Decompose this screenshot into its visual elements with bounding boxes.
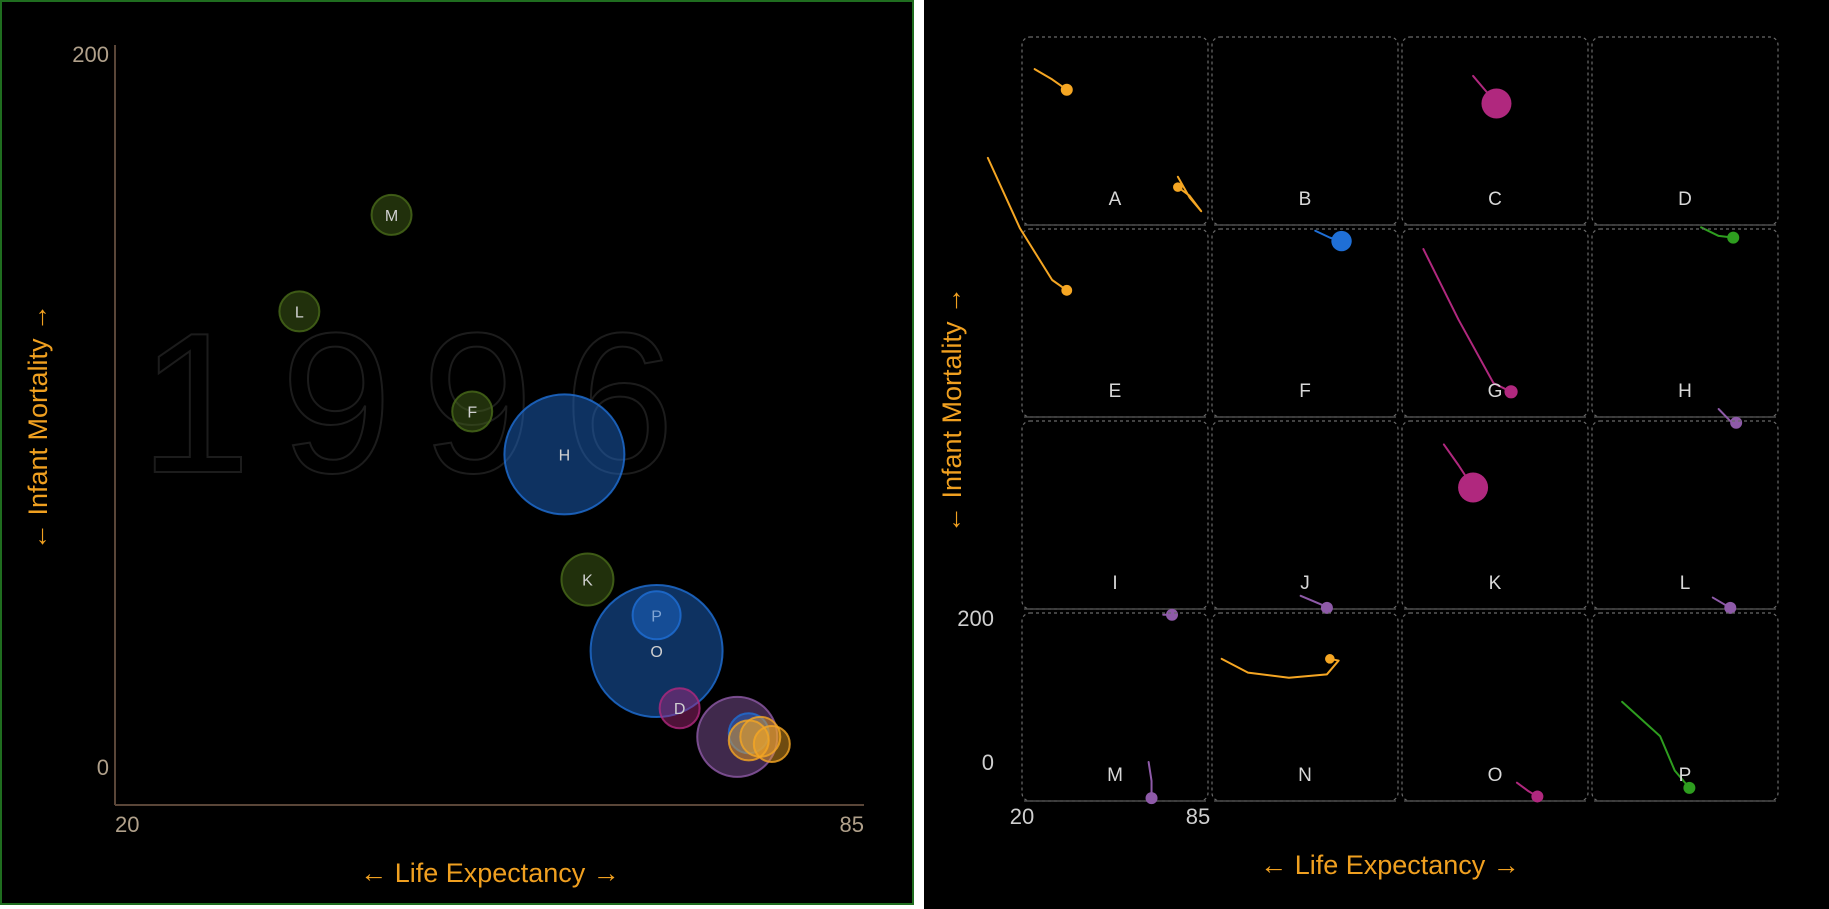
- trail-line: [1621, 700, 1691, 789]
- cell-label: L: [1680, 573, 1691, 594]
- cell-a: A: [1021, 36, 1209, 226]
- bubble-label: O: [650, 644, 662, 661]
- cell-label: I: [1112, 573, 1117, 594]
- trail-end-dot: [1724, 601, 1737, 614]
- trail-line: [1220, 657, 1340, 679]
- cell-g: G: [1401, 228, 1589, 418]
- cell-h: H: [1591, 228, 1779, 429]
- cell-j: J: [1211, 420, 1399, 614]
- trail-end-dot: [1504, 385, 1518, 399]
- cell-c: C: [1401, 36, 1589, 226]
- cell-b: B: [1211, 36, 1399, 252]
- y-axis-title: ← Infant Mortality →: [937, 287, 967, 533]
- y-axis-title: ← Infant Mortality →: [23, 304, 53, 550]
- bubbles-layer: M L F H K P O D: [278, 193, 791, 778]
- bubble-f: F: [451, 390, 494, 433]
- bubble-label: L: [295, 304, 304, 321]
- bubble-mark: [589, 584, 724, 719]
- bubble-label: H: [559, 447, 571, 464]
- cell-label: N: [1298, 765, 1312, 786]
- trail-end-dot: [1331, 230, 1352, 252]
- bubble-mark: [278, 290, 321, 333]
- trail-end-dot: [1458, 472, 1489, 503]
- cell-label: K: [1489, 573, 1502, 594]
- trail-end-dot: [1166, 608, 1178, 621]
- y-tick-0: 0: [982, 750, 994, 775]
- x-axis-title: ← Life Expectancy →: [1260, 850, 1520, 880]
- cell-m: M: [1021, 612, 1209, 805]
- trail-line: [986, 156, 1068, 292]
- bubble-mark: [631, 590, 682, 641]
- year-watermark: 1996: [140, 292, 705, 515]
- cell-d: D: [1591, 36, 1779, 244]
- trail-end-dot: [1173, 182, 1183, 192]
- bubble-mark: [451, 390, 494, 433]
- trail-line: [1422, 248, 1513, 393]
- small-multiples-panel: A B C D E F G H I J K L M N O P 200 0 20 85 ← Life Expe…: [924, 0, 1829, 909]
- cell-e: E: [986, 156, 1209, 418]
- bubble-mark: [752, 724, 791, 763]
- cell-n: N: [1211, 612, 1399, 802]
- cell-p: P: [1591, 612, 1779, 802]
- bubble-label: D: [674, 701, 686, 718]
- x-tick-85: 85: [1186, 804, 1210, 829]
- cell-o: O: [1401, 612, 1589, 803]
- bubble-label: F: [467, 405, 477, 422]
- bubble: [752, 724, 791, 763]
- bubble-k: K: [560, 552, 615, 607]
- y-tick-0: 0: [97, 755, 109, 780]
- trail-end-dot: [1481, 88, 1512, 119]
- trail-end-dot: [1727, 231, 1740, 244]
- bubble-label: M: [385, 208, 398, 225]
- bubble-chart-panel: 1996 200 0 20 85 ← Life Expectancy → ← I…: [0, 0, 914, 905]
- cell-label: P: [1679, 765, 1692, 786]
- trail-end-dot: [1061, 284, 1073, 296]
- trail-end-dot: [1320, 601, 1333, 614]
- cell-label: C: [1488, 189, 1502, 210]
- cell-label: D: [1678, 189, 1692, 210]
- cell-label: G: [1488, 381, 1503, 402]
- cell-f: F: [1173, 175, 1399, 418]
- cell-k: K: [1401, 420, 1589, 610]
- cell-label: F: [1299, 381, 1311, 402]
- bubble-mark: [560, 552, 615, 607]
- cell-label: J: [1300, 573, 1310, 594]
- bubble-label: K: [582, 573, 593, 590]
- bubble-m: M: [370, 193, 413, 236]
- bubble-mark: [370, 193, 413, 236]
- cell-label: A: [1109, 189, 1122, 210]
- cell-label: O: [1488, 765, 1503, 786]
- trail-end-dot: [1325, 654, 1335, 664]
- bubble-chart: 1996 200 0 20 85 ← Life Expectancy → ← I…: [23, 42, 864, 888]
- cell-label: E: [1109, 381, 1122, 402]
- bubble-d: D: [658, 687, 701, 730]
- bubble-p: P: [631, 590, 682, 641]
- cells-layer: A B C D E F G H I J K L M N O P: [986, 36, 1779, 805]
- x-tick-85: 85: [840, 812, 864, 837]
- trail-end-dot: [1531, 790, 1544, 803]
- trail-line: [1176, 175, 1203, 213]
- cell-l: L: [1591, 420, 1779, 614]
- small-multiples-chart: A B C D E F G H I J K L M N O P 200 0 20 85 ← Life Expe…: [937, 36, 1779, 880]
- bubble-label: P: [651, 608, 662, 625]
- bubble-h: H: [503, 393, 626, 516]
- x-tick-20: 20: [115, 812, 139, 837]
- bubble-o: O: [589, 584, 724, 719]
- trail-end-dot: [1683, 781, 1696, 794]
- trail-end-dot: [1730, 416, 1743, 429]
- cell-i: I: [1021, 420, 1209, 621]
- y-tick-200: 200: [72, 42, 109, 67]
- bubble-mark: [503, 393, 626, 516]
- bubble-l: L: [278, 290, 321, 333]
- x-tick-20: 20: [1010, 804, 1034, 829]
- bubble-mark: [658, 687, 701, 730]
- x-axis-title: ← Life Expectancy →: [360, 858, 620, 888]
- trail-end-dot: [1145, 792, 1158, 805]
- trail-end-dot: [1060, 83, 1073, 96]
- y-tick-200: 200: [957, 606, 994, 631]
- cell-label: M: [1107, 765, 1123, 786]
- cell-label: H: [1678, 381, 1692, 402]
- cell-label: B: [1299, 189, 1312, 210]
